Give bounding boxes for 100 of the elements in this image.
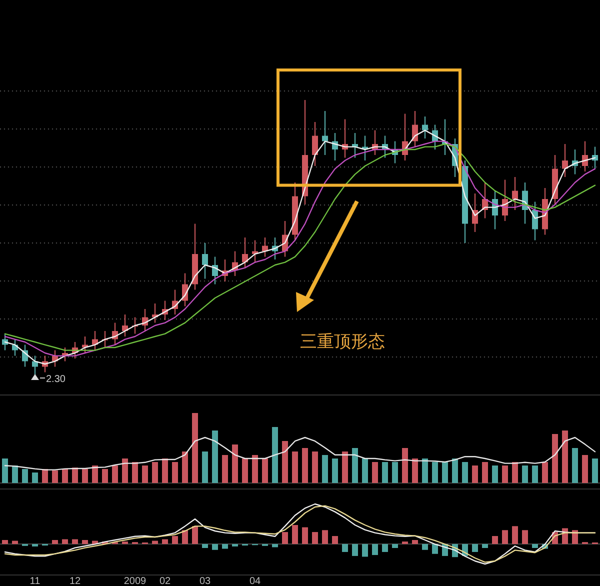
bar xyxy=(222,544,228,549)
x-tick-label: 12 xyxy=(69,576,81,586)
bar xyxy=(72,539,78,544)
bar xyxy=(372,462,378,483)
bar xyxy=(92,466,98,483)
bar xyxy=(122,458,128,483)
bar xyxy=(472,466,478,483)
bar xyxy=(532,466,538,483)
bar xyxy=(272,544,278,548)
bar xyxy=(512,462,518,483)
bar xyxy=(522,466,528,483)
candlestick xyxy=(312,122,318,166)
bar xyxy=(82,540,88,544)
bar xyxy=(232,444,238,483)
bar xyxy=(192,526,198,544)
bar xyxy=(152,462,158,483)
bar xyxy=(572,448,578,483)
candlestick xyxy=(242,237,248,268)
bar xyxy=(272,427,278,483)
candlestick xyxy=(562,144,568,178)
bar xyxy=(302,527,308,544)
bar xyxy=(412,540,418,544)
bar xyxy=(72,468,78,483)
bar xyxy=(2,540,8,544)
bar xyxy=(322,455,328,483)
bar xyxy=(112,466,118,483)
bar xyxy=(492,466,498,483)
bar xyxy=(352,544,358,556)
bar xyxy=(172,536,178,544)
bar xyxy=(252,455,258,483)
bar xyxy=(382,544,388,552)
candlestick xyxy=(422,116,428,139)
bar xyxy=(392,462,398,483)
bar xyxy=(202,544,208,548)
bar xyxy=(62,469,68,483)
bar xyxy=(472,544,478,552)
bar xyxy=(422,458,428,483)
x-tick-label: 04 xyxy=(249,576,261,586)
bar xyxy=(182,530,188,544)
bar xyxy=(42,469,48,483)
bar xyxy=(282,532,288,544)
bar xyxy=(212,544,218,550)
bar xyxy=(202,452,208,483)
x-tick-label: 02 xyxy=(159,576,171,586)
bar xyxy=(352,448,358,483)
bar xyxy=(132,462,138,483)
bar xyxy=(422,544,428,550)
bar xyxy=(562,430,568,483)
bar xyxy=(582,455,588,483)
bar xyxy=(22,469,28,483)
bar xyxy=(342,452,348,483)
bar xyxy=(372,544,378,556)
candlestick xyxy=(412,110,418,148)
bar xyxy=(12,540,18,544)
bar xyxy=(482,462,488,483)
bar xyxy=(362,458,368,483)
bar xyxy=(432,462,438,483)
bar xyxy=(512,526,518,544)
bar xyxy=(552,434,558,483)
bar xyxy=(532,544,538,548)
bar xyxy=(412,458,418,483)
bar xyxy=(222,455,228,483)
bar xyxy=(292,452,298,483)
x-tick-label: 2009 xyxy=(124,576,147,586)
bar xyxy=(102,469,108,483)
bar xyxy=(12,466,18,483)
bar xyxy=(362,544,368,557)
bar xyxy=(312,452,318,483)
bar xyxy=(542,462,548,483)
bar xyxy=(302,448,308,483)
candlestick xyxy=(512,176,518,210)
bar xyxy=(162,539,168,544)
bar xyxy=(52,540,58,544)
bar xyxy=(192,413,198,483)
bar xyxy=(492,536,498,544)
bar xyxy=(332,536,338,544)
annotation: 2.30 xyxy=(46,374,66,385)
x-tick-label: 03 xyxy=(199,576,211,586)
bar xyxy=(342,544,348,552)
bar xyxy=(282,441,288,483)
bar xyxy=(262,458,268,483)
bar xyxy=(212,430,218,483)
bar xyxy=(292,525,298,544)
bar xyxy=(392,544,398,548)
bar xyxy=(242,458,248,483)
bar xyxy=(162,458,168,483)
x-tick-label: 11 xyxy=(30,576,41,586)
bar xyxy=(402,448,408,483)
bar xyxy=(382,462,388,483)
bar xyxy=(332,458,338,483)
bar xyxy=(502,466,508,483)
bar xyxy=(592,458,598,483)
bar xyxy=(142,466,148,483)
bar xyxy=(182,452,188,483)
bar xyxy=(322,530,328,544)
bar xyxy=(522,530,528,544)
bar xyxy=(62,539,68,544)
bar xyxy=(52,470,58,483)
bar xyxy=(172,462,178,483)
annotation: 三重顶形态 xyxy=(300,332,385,351)
